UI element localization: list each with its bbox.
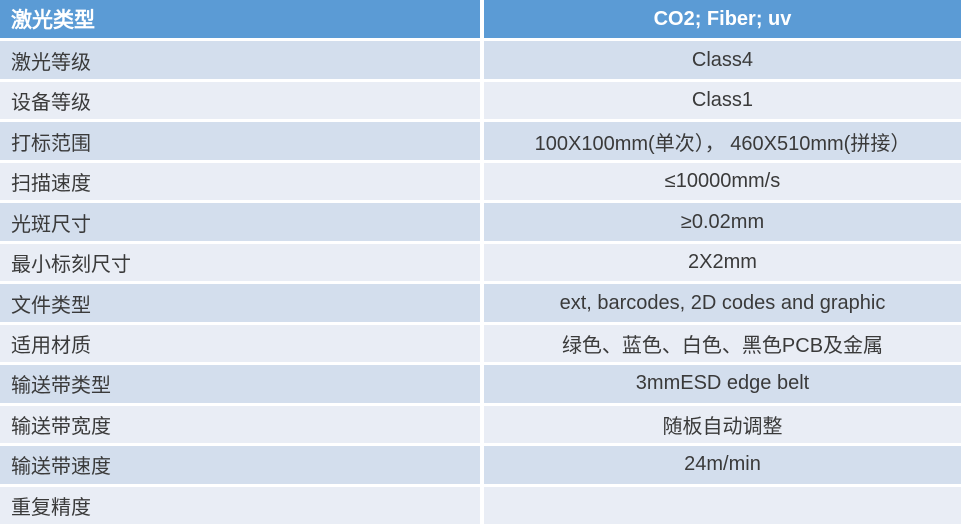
spec-value-cell: 100X100mm(单次）， 460X510mm(拼接） [484, 122, 961, 160]
spec-label-cell: 最小标刻尺寸 [0, 243, 480, 282]
spec-value-cell: 随板自动调整 [484, 405, 961, 444]
header-value: CO2; Fiber; uv [484, 0, 961, 39]
header-label: 激光类型 [0, 0, 480, 39]
spec-value-cell: ≥0.02mm [484, 203, 961, 241]
spec-value-cell: Class4 [484, 41, 961, 79]
table-row: 最小标刻尺寸 2X2mm [0, 243, 961, 282]
spec-value-cell: 3mmESD edge belt [484, 365, 961, 403]
table-row: 输送带速度 24m/min [0, 446, 961, 484]
spec-label-cell: 输送带类型 [0, 365, 480, 403]
spec-value-cell [484, 486, 961, 525]
spec-label-cell: 重复精度 [0, 486, 480, 525]
spec-label-cell: 扫描速度 [0, 162, 480, 201]
spec-label-cell: 打标范围 [0, 122, 480, 160]
spec-value-cell: ≤10000mm/s [484, 162, 961, 201]
spec-label-cell: 文件类型 [0, 284, 480, 322]
spec-value-cell: 2X2mm [484, 243, 961, 282]
table-row: 输送带类型 3mmESD edge belt [0, 365, 961, 403]
spec-value-cell: Class1 [484, 81, 961, 120]
spec-value-cell: 24m/min [484, 446, 961, 484]
table-row: 激光等级 Class4 [0, 41, 961, 79]
table-row: 输送带宽度 随板自动调整 [0, 405, 961, 444]
table-row: 设备等级 Class1 [0, 81, 961, 120]
spec-label-cell: 光斑尺寸 [0, 203, 480, 241]
table-row: 重复精度 [0, 486, 961, 525]
spec-label-cell: 设备等级 [0, 81, 480, 120]
table-row: 打标范围 100X100mm(单次）， 460X510mm(拼接） [0, 122, 961, 160]
table-row: 光斑尺寸 ≥0.02mm [0, 203, 961, 241]
spec-value-cell: 绿色、蓝色、白色、黑色PCB及金属 [484, 324, 961, 363]
table-row: 适用材质 绿色、蓝色、白色、黑色PCB及金属 [0, 324, 961, 363]
table-header-row: 激光类型 CO2; Fiber; uv [0, 0, 961, 39]
table-row: 文件类型 ext, barcodes, 2D codes and graphic [0, 284, 961, 322]
spec-label-cell: 激光等级 [0, 41, 480, 79]
spec-label-cell: 输送带速度 [0, 446, 480, 484]
spec-label-cell: 适用材质 [0, 324, 480, 363]
spec-label-cell: 输送带宽度 [0, 405, 480, 444]
table-row: 扫描速度 ≤10000mm/s [0, 162, 961, 201]
spec-value-cell: ext, barcodes, 2D codes and graphic [484, 284, 961, 322]
